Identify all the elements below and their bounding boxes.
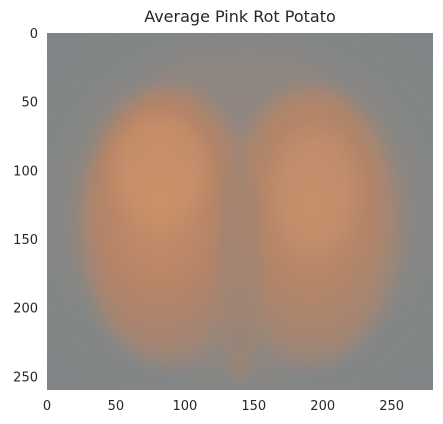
y-tick-label: 200	[13, 302, 38, 317]
y-tick-label: 50	[21, 96, 38, 111]
x-tick-label: 50	[108, 399, 125, 414]
y-tick-label: 100	[13, 164, 38, 179]
potato-left-highlight	[113, 115, 207, 226]
y-tick-label: 250	[13, 370, 38, 385]
average-potato-image	[47, 33, 433, 390]
y-axis-ticks: 0 50 100 150 200 250	[13, 27, 38, 385]
potato-center-seam	[217, 149, 263, 384]
x-tick-label: 100	[172, 399, 197, 414]
chart-title: Average Pink Rot Potato	[144, 7, 336, 26]
x-tick-label: 150	[241, 399, 266, 414]
x-tick-label: 200	[310, 399, 335, 414]
x-tick-label: 250	[379, 399, 404, 414]
x-tick-label: 0	[43, 399, 51, 414]
y-tick-label: 150	[13, 233, 38, 248]
potato-right-highlight	[274, 130, 358, 252]
y-tick-label: 0	[30, 27, 38, 42]
x-axis-ticks: 0 50 100 150 200 250	[43, 399, 404, 414]
